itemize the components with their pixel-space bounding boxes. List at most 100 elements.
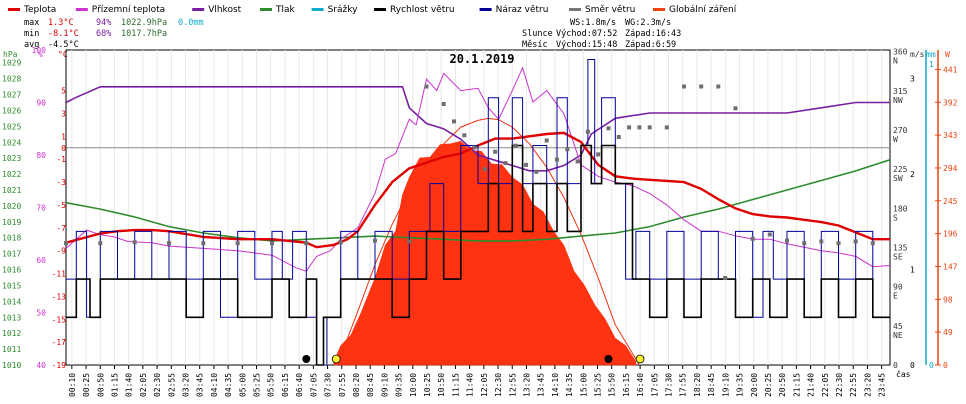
wind-dir-point-8 (338, 240, 343, 245)
temperature-tick-6: -5 (56, 201, 66, 210)
wind-dir-point-18 (503, 161, 508, 166)
min-label: min (24, 29, 39, 39)
legend-label-8: Globální záření (669, 5, 737, 15)
right-axes: 360N315NW270W225SW180S135SE90E45NE032101… (893, 48, 958, 370)
x-tick-41: 17:05 (650, 373, 659, 397)
pressure-tick-4: 1025 (2, 122, 21, 131)
wind-dir-point-41 (785, 238, 789, 243)
x-tick-29: 12:05 (480, 373, 489, 397)
rain-unit: mm (926, 50, 936, 59)
wind-dir-point-16 (482, 167, 487, 172)
x-tick-15: 06:15 (281, 373, 290, 397)
wind-dir-label-4: S (893, 213, 898, 222)
x-tick-24: 10:00 (409, 373, 418, 397)
radiation-tick-8: 49 (943, 328, 953, 337)
pressure-tick-8: 1021 (2, 186, 21, 195)
wind-dir-point-2 (132, 240, 137, 245)
x-tick-39: 16:15 (622, 373, 631, 397)
x-tick-25: 10:25 (423, 373, 432, 397)
rain-tick-0: 1 (929, 60, 934, 69)
moonset-info: Západ:6:59 (625, 40, 676, 50)
temperature-tick-3: 0 (61, 144, 66, 153)
pressure-tick-10: 1019 (2, 218, 21, 227)
x-tick-34: 14:10 (551, 373, 560, 397)
pressure-tick-11: 1018 (2, 234, 21, 243)
temperature-tick-4: -1 (56, 155, 66, 164)
wind-dir-point-22 (544, 138, 549, 143)
x-tick-11: 04:35 (224, 373, 233, 397)
wind-dir-point-21 (534, 169, 539, 174)
x-tick-50: 20:50 (778, 373, 787, 397)
legend-swatch-3 (260, 8, 272, 11)
x-tick-17: 07:05 (309, 373, 318, 397)
wind-dir-point-7 (304, 241, 309, 246)
wind-dir-point-9 (373, 238, 377, 243)
wind-dir-point-24 (565, 147, 570, 152)
wind-gust-info: WG:2.3m/s (625, 18, 671, 28)
pressure-tick-2: 1027 (2, 91, 21, 100)
max-humidity: 94% (96, 18, 111, 28)
wind-dir-point-6 (270, 241, 274, 246)
x-tick-42: 17:30 (665, 373, 674, 397)
wind-dir-point-19 (513, 143, 518, 148)
wind-dir-point-44 (836, 241, 841, 246)
legend-swatch-2 (192, 8, 205, 11)
radiation-tick-4: 245 (943, 197, 958, 206)
wind-dir-point-46 (870, 241, 875, 246)
x-tick-51: 21:15 (792, 373, 801, 397)
wind-dir-point-20 (524, 162, 529, 167)
wind-dir-label-1: NW (893, 96, 903, 105)
x-tick-47: 19:35 (736, 373, 745, 397)
wind-dir-tick-4: 180 (893, 204, 908, 213)
max-label: max (24, 18, 39, 28)
x-tick-2: 00:50 (96, 373, 105, 397)
legend-swatch-0 (8, 8, 20, 11)
stats-block: max 1.3°C 94% 1022.9hPa 0.0mm min -8.1°C… (24, 18, 204, 50)
legend-swatch-7 (569, 8, 581, 11)
wind-dir-point-37 (723, 276, 728, 280)
pressure-tick-15: 1014 (2, 297, 21, 306)
wind-dir-label-7: NE (893, 331, 903, 340)
temperature-tick-9: -11 (52, 270, 67, 279)
wind-speed-tick-2: 1 (910, 266, 915, 275)
x-tick-8: 03:20 (181, 373, 190, 397)
x-tick-27: 11:15 (451, 373, 460, 397)
wind-dir-point-36 (716, 84, 721, 89)
x-tick-35: 14:35 (565, 373, 574, 397)
pressure-tick-12: 1017 (2, 250, 21, 259)
x-tick-13: 05:25 (253, 373, 262, 397)
legend: Teplota Přízemní teplota Vlhkost Tlak Srážky… (8, 5, 737, 15)
wind-dir-label-5: SE (893, 253, 903, 262)
x-tick-16: 06:40 (295, 373, 304, 397)
wind-dir-point-5 (235, 241, 240, 246)
moonrise-info: Východ:15:48 (556, 40, 617, 50)
wind-dir-point-4 (201, 241, 206, 246)
wind-dir-point-35 (699, 84, 704, 89)
temperature-tick-2: 1 (61, 132, 66, 141)
moon-label: Měsíc (522, 40, 548, 50)
x-tick-53: 22:05 (821, 373, 830, 397)
avg-temp: -4.5°C (48, 40, 79, 50)
wind-dir-point-42 (802, 241, 807, 246)
wind-dir-tick-5: 135 (893, 244, 908, 253)
x-tick-14: 05:50 (267, 373, 276, 397)
wind-dir-point-32 (647, 125, 652, 130)
x-tick-57: 23:45 (878, 373, 887, 397)
x-tick-48: 20:00 (750, 373, 759, 397)
legend-label-7: Směr větru (585, 5, 635, 15)
wind-unit: m/s (910, 50, 925, 59)
chart-title: 20.1.2019 (449, 52, 514, 66)
humidity-tick-3: 70 (36, 204, 46, 213)
pressure-tick-14: 1015 (2, 281, 21, 290)
x-tick-28: 11:40 (466, 373, 475, 397)
pressure-tick-5: 1024 (2, 138, 21, 147)
wind-dir-point-30 (627, 125, 632, 130)
x-tick-32: 13:20 (522, 373, 531, 397)
x-tick-3: 01:15 (110, 373, 119, 397)
radiation-tick-9: 0 (943, 361, 948, 370)
x-tick-20: 08:20 (352, 373, 361, 397)
wind-dir-point-13 (452, 119, 456, 124)
radiation-tick-0: 441 (943, 65, 958, 74)
wind-dir-tick-8: 0 (893, 361, 898, 370)
axis-headers: hPa % °C m/s mm W čas (3, 50, 950, 379)
